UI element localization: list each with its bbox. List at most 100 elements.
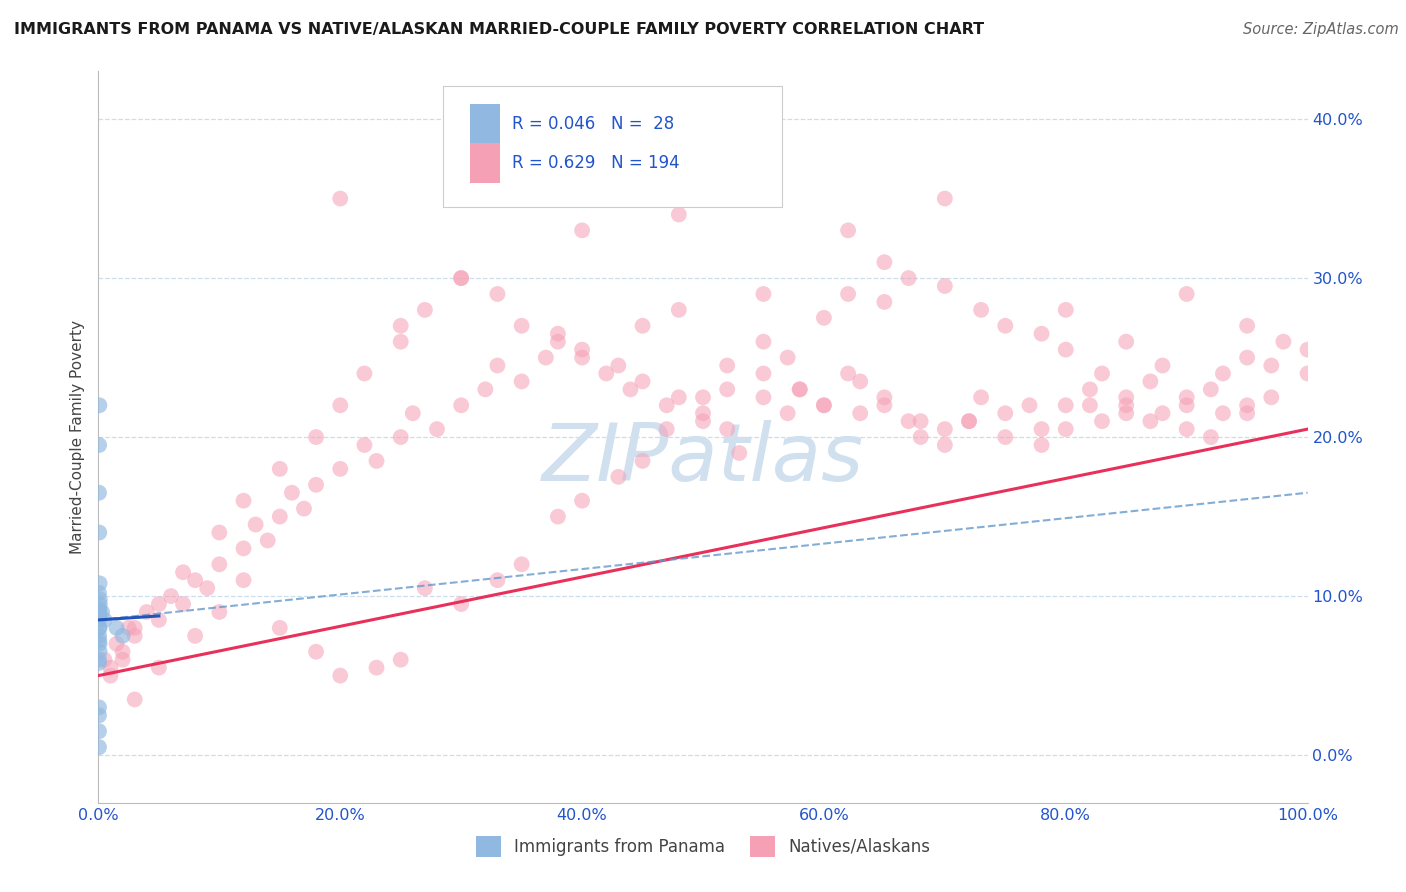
Legend: Immigrants from Panama, Natives/Alaskans: Immigrants from Panama, Natives/Alaskans xyxy=(475,837,931,856)
Point xyxy=(366,454,388,468)
Point xyxy=(619,383,641,397)
Point xyxy=(426,422,449,436)
FancyBboxPatch shape xyxy=(443,86,782,207)
Point xyxy=(1115,406,1137,420)
Point xyxy=(474,383,496,397)
Point xyxy=(87,740,110,755)
Text: IMMIGRANTS FROM PANAMA VS NATIVE/ALASKAN MARRIED-COUPLE FAMILY POVERTY CORRELATI: IMMIGRANTS FROM PANAMA VS NATIVE/ALASKAN… xyxy=(14,22,984,37)
Point xyxy=(87,724,110,739)
Point xyxy=(89,525,111,540)
Point xyxy=(957,414,980,428)
Text: R = 0.046   N =  28: R = 0.046 N = 28 xyxy=(512,115,675,133)
Point xyxy=(1175,287,1198,301)
Point xyxy=(389,334,412,349)
Point xyxy=(1031,438,1053,452)
Point xyxy=(292,501,315,516)
Point xyxy=(89,653,111,667)
Point xyxy=(668,207,690,221)
Point xyxy=(1054,302,1077,317)
Point xyxy=(547,509,569,524)
Point xyxy=(752,367,775,381)
Point xyxy=(245,517,267,532)
Point xyxy=(111,629,134,643)
Point xyxy=(89,621,111,635)
Point xyxy=(413,302,436,317)
Point xyxy=(89,605,111,619)
Point xyxy=(1175,422,1198,436)
Point xyxy=(89,608,111,623)
Point xyxy=(1175,390,1198,404)
Point xyxy=(1078,383,1101,397)
Point xyxy=(87,613,110,627)
Point xyxy=(1152,359,1174,373)
Point xyxy=(89,597,111,611)
Point xyxy=(89,645,111,659)
Point xyxy=(100,668,122,682)
Point xyxy=(269,462,291,476)
Point xyxy=(389,430,412,444)
Point xyxy=(776,351,799,365)
Point xyxy=(450,597,472,611)
Point xyxy=(1236,318,1258,333)
Point xyxy=(1054,343,1077,357)
Point xyxy=(849,406,872,420)
Point xyxy=(655,422,678,436)
Point xyxy=(631,375,654,389)
Point xyxy=(172,597,194,611)
Point xyxy=(135,605,157,619)
Point xyxy=(607,359,630,373)
Point xyxy=(232,573,254,587)
Point xyxy=(910,430,932,444)
Point xyxy=(970,390,993,404)
Point xyxy=(195,581,218,595)
Point xyxy=(934,422,956,436)
Point xyxy=(89,398,111,412)
Point xyxy=(837,223,859,237)
Point xyxy=(1199,430,1222,444)
Point xyxy=(148,660,170,674)
Point xyxy=(510,160,533,174)
Point xyxy=(184,629,207,643)
Point xyxy=(692,406,714,420)
Point xyxy=(329,462,352,476)
Point xyxy=(571,351,593,365)
Point xyxy=(118,621,141,635)
Point xyxy=(89,438,111,452)
Point xyxy=(873,390,896,404)
Point xyxy=(934,279,956,293)
Point xyxy=(1091,367,1114,381)
Point xyxy=(305,430,328,444)
Point xyxy=(1260,390,1282,404)
Point xyxy=(100,660,122,674)
Point xyxy=(87,485,110,500)
Point xyxy=(716,359,738,373)
Point xyxy=(329,192,352,206)
Point xyxy=(873,398,896,412)
Point xyxy=(970,302,993,317)
Point xyxy=(813,398,835,412)
Point xyxy=(486,573,509,587)
Point xyxy=(1236,406,1258,420)
Point xyxy=(1152,406,1174,420)
Point xyxy=(1031,422,1053,436)
Point xyxy=(716,383,738,397)
Point xyxy=(89,633,111,648)
Point xyxy=(87,586,110,600)
Point xyxy=(849,375,872,389)
Point xyxy=(595,367,617,381)
Point xyxy=(510,318,533,333)
Point xyxy=(547,326,569,341)
Point xyxy=(413,581,436,595)
Point xyxy=(89,637,111,651)
Point xyxy=(994,318,1017,333)
Point xyxy=(87,708,110,723)
Point xyxy=(366,660,388,674)
Point xyxy=(1212,406,1234,420)
Point xyxy=(486,287,509,301)
Point xyxy=(208,558,231,572)
Point xyxy=(305,477,328,491)
Point xyxy=(668,302,690,317)
Point xyxy=(172,566,194,580)
Point xyxy=(789,383,811,397)
Point xyxy=(160,589,183,603)
